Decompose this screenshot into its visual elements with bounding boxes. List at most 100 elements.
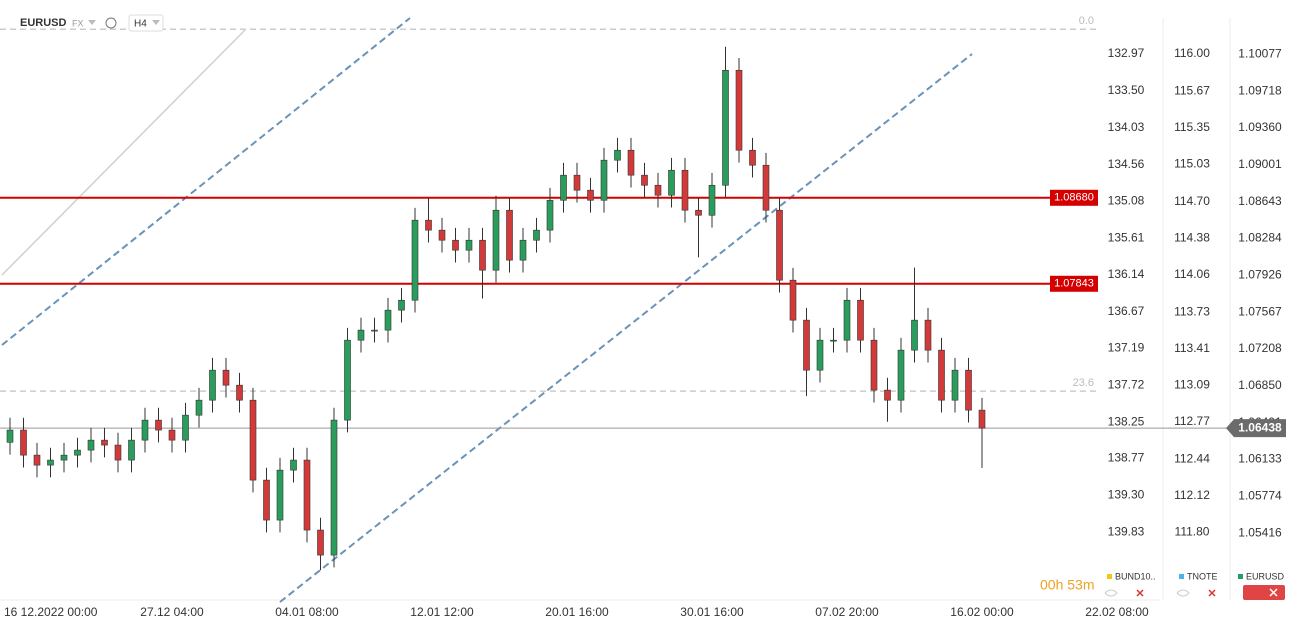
y-tick-label: 135.61	[1108, 230, 1145, 244]
candle-body	[749, 149, 756, 166]
candle-body	[546, 199, 554, 231]
legend-label[interactable]: EURUSD	[1246, 571, 1285, 581]
y-tick-label: 1.10077	[1238, 46, 1282, 60]
candle-body	[371, 329, 378, 332]
level-label-box	[1050, 189, 1098, 206]
legend-controls-box[interactable]	[1243, 585, 1285, 600]
candle-body	[141, 419, 149, 441]
eye-icon[interactable]	[1176, 589, 1190, 597]
x-tick-label: 12.01 12:00	[410, 605, 474, 619]
candle-body	[182, 414, 189, 441]
candle-body	[654, 184, 662, 196]
candle-body	[317, 529, 324, 556]
x-tick-label: 20.01 16:00	[545, 605, 609, 619]
candle-body	[830, 339, 837, 342]
candle-body	[938, 349, 945, 401]
x-tick-label: 27.12 04:00	[140, 605, 204, 619]
candle-body	[398, 299, 405, 311]
fib-label: 0.0	[1079, 15, 1094, 27]
candle-timer: 00h 53m	[1040, 577, 1094, 593]
dropdown-icon[interactable]	[88, 20, 96, 25]
candle-body	[33, 454, 41, 466]
candle-body	[951, 369, 959, 401]
legend-label[interactable]: TNOTE	[1187, 571, 1218, 581]
y-tick-label: 133.50	[1108, 83, 1145, 97]
x-tick-label: 07.02 20:00	[815, 605, 879, 619]
candle-body	[384, 309, 392, 331]
y-tick-label: 139.83	[1108, 525, 1145, 539]
level-label-box	[1050, 275, 1098, 292]
close-icon[interactable]	[1136, 589, 1144, 597]
candle-body	[776, 209, 783, 281]
y-tick-label: 1.06850	[1238, 378, 1282, 392]
candle-body	[101, 439, 108, 446]
x-tick-label: 16.02 00:00	[950, 605, 1014, 619]
y-tick-label: 116.00	[1174, 46, 1210, 60]
close-icon[interactable]	[1269, 588, 1278, 597]
candle-body	[344, 339, 351, 421]
candle-body	[965, 369, 972, 411]
candle-body	[560, 174, 567, 201]
candle-body	[695, 209, 702, 216]
legend-label[interactable]: BUND10..	[1115, 571, 1156, 581]
y-tick-label: 1.09718	[1238, 83, 1282, 97]
y-tick-label: 113.73	[1174, 305, 1210, 319]
y-tick-label: 113.41	[1174, 341, 1210, 355]
candle-body	[87, 439, 95, 451]
level-label: 1.08680	[1054, 192, 1094, 204]
info-icon[interactable]	[105, 17, 117, 29]
y-tick-label: 1.08643	[1238, 194, 1282, 208]
dropdown-icon[interactable]	[152, 20, 160, 25]
y-tick-label: 1.09360	[1238, 120, 1282, 134]
interval[interactable]: H4	[134, 19, 147, 30]
current-price-box	[1226, 419, 1286, 438]
candle-body	[479, 239, 486, 271]
candle-body	[290, 459, 297, 471]
candle-body	[222, 369, 230, 386]
candle-body	[519, 239, 527, 261]
candle-body	[870, 339, 878, 391]
y-tick-label: 114.70	[1174, 194, 1210, 208]
y-tick-label: 137.19	[1108, 340, 1145, 354]
y-tick-label: 113.09	[1174, 378, 1210, 392]
y-tick-label: 138.77	[1108, 451, 1145, 465]
y-tick-label: 115.67	[1174, 84, 1210, 98]
close-icon[interactable]	[1208, 589, 1216, 597]
y-tick-label: 1.05416	[1238, 525, 1282, 539]
candle-body	[452, 239, 459, 251]
candle-body	[465, 239, 473, 251]
x-tick-label: 30.01 16:00	[680, 605, 744, 619]
y-tick-label: 1.09001	[1238, 157, 1282, 171]
symbol[interactable]: EURUSD	[20, 17, 67, 29]
candle-body	[155, 419, 162, 431]
candle-body	[708, 184, 716, 216]
x-tick-label: 22.02 08:00	[1085, 605, 1149, 619]
candle-body	[411, 219, 419, 301]
candle-body	[857, 299, 864, 341]
y-tick-label: 112.44	[1174, 452, 1210, 466]
candle-body	[357, 329, 365, 341]
legend-swatch	[1107, 574, 1112, 579]
fib-label: 23.6	[1073, 377, 1094, 389]
y-tick-label: 134.56	[1108, 157, 1145, 171]
candle-body	[330, 419, 338, 556]
y-tick-label: 139.30	[1108, 488, 1145, 502]
y-tick-label: 135.08	[1108, 193, 1145, 207]
candle-body	[884, 389, 891, 401]
interval-box[interactable]	[128, 14, 164, 32]
candle-body	[47, 459, 54, 466]
candle-body	[722, 69, 729, 186]
candle-body	[789, 279, 797, 321]
x-tick-label: 04.01 08:00	[275, 605, 339, 619]
eye-icon[interactable]	[1104, 589, 1118, 597]
y-tick-label: 1.08284	[1238, 231, 1282, 245]
candle-body	[681, 169, 689, 211]
candle-body	[897, 349, 905, 401]
candle-body	[60, 454, 68, 461]
current-price-label: 1.06438	[1238, 420, 1282, 434]
y-tick-label: 1.06133	[1238, 452, 1282, 466]
y-tick-label: 136.67	[1108, 304, 1145, 318]
y-tick-label: 114.38	[1174, 231, 1210, 245]
candle-body	[236, 384, 243, 401]
